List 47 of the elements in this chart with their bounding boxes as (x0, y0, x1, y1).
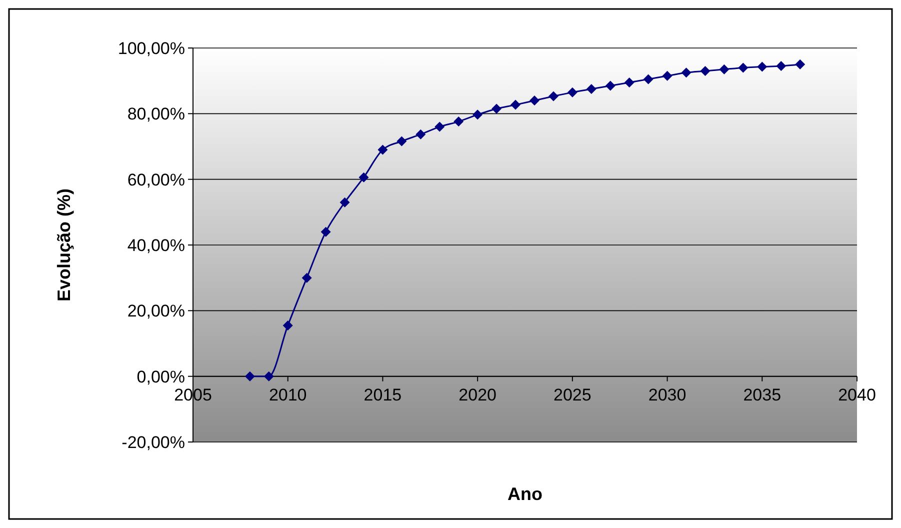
point (434, 122, 445, 132)
point (510, 100, 521, 110)
point (264, 371, 274, 382)
x-tick-label: 2015 (364, 385, 402, 404)
point (492, 104, 502, 114)
y-tick-label: -20,00% (122, 432, 185, 452)
point (472, 110, 483, 120)
point (548, 91, 558, 102)
point (529, 96, 540, 106)
point (320, 226, 331, 237)
y-tick-label: 0,00% (136, 367, 185, 386)
point (416, 129, 426, 140)
point (757, 62, 768, 72)
x-axis-title: Ano (508, 484, 542, 504)
y-tick-label: 60,00% (127, 170, 185, 190)
point (340, 197, 350, 208)
y-tick-label: 40,00% (127, 236, 185, 255)
y-axis-title: Evolução (%) (54, 188, 74, 302)
point (776, 61, 786, 72)
point (738, 62, 748, 73)
point (795, 59, 806, 70)
x-tick-label: 2020 (458, 385, 496, 404)
point (282, 320, 293, 330)
point (681, 68, 692, 78)
x-tick-label: 2025 (554, 385, 592, 404)
x-tick-label: 2030 (648, 385, 686, 404)
y-tick-label: 80,00% (127, 104, 185, 124)
point (378, 144, 388, 155)
point (244, 371, 255, 382)
point (662, 70, 672, 81)
point (700, 66, 710, 76)
point (624, 77, 634, 88)
point (454, 116, 464, 127)
point (586, 84, 596, 94)
y-tick-label: 20,00% (127, 302, 185, 321)
x-tick-label: 2010 (268, 385, 307, 404)
point (358, 172, 369, 182)
x-tick-label: 2040 (838, 385, 876, 404)
point (396, 136, 407, 146)
point (643, 74, 654, 84)
y-tick-label: 100,00% (118, 38, 185, 58)
x-tick-label: 2035 (743, 385, 782, 404)
point (605, 80, 616, 91)
point (302, 272, 312, 283)
point (719, 64, 730, 74)
x-tick-label: 2005 (174, 385, 212, 404)
point (567, 87, 578, 98)
